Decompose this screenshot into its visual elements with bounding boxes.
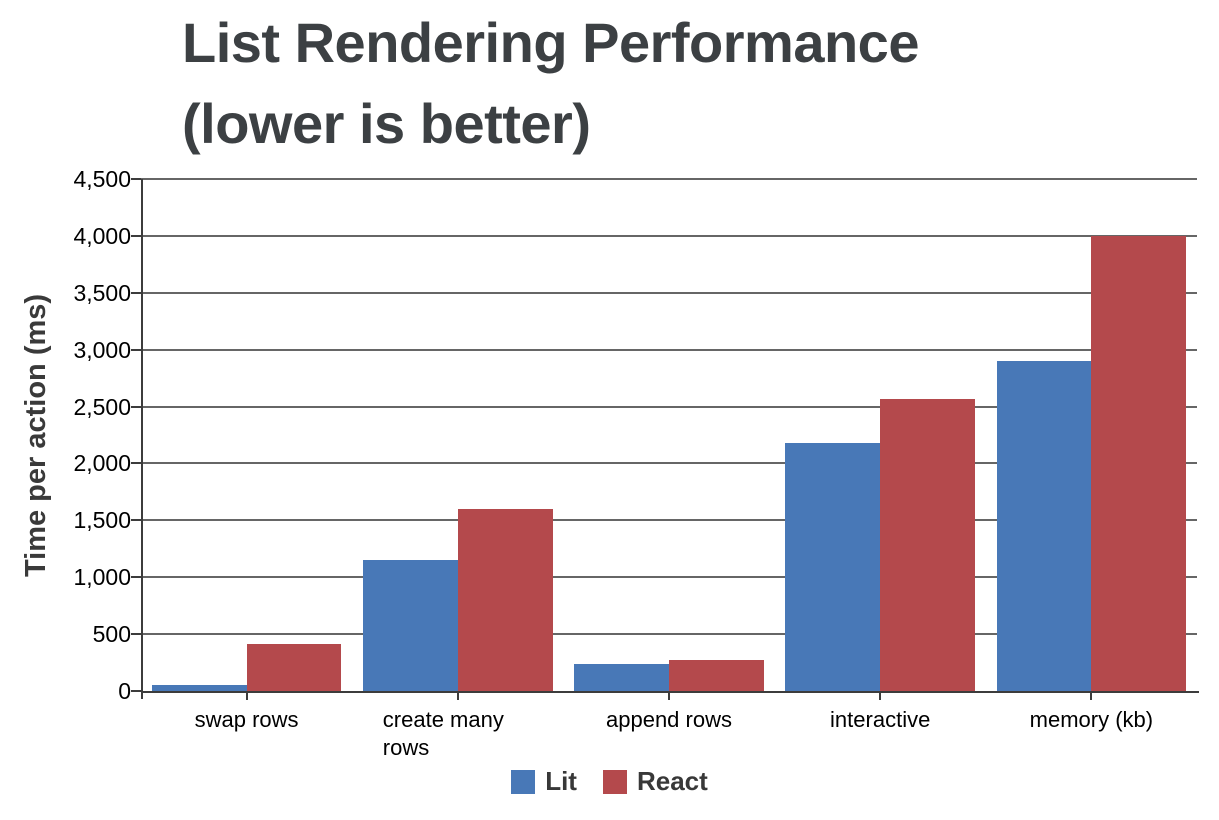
gridline-3000 — [141, 348, 1197, 351]
x-tick-mark-create-many-rows — [456, 691, 459, 700]
y-tick-mark-4500 — [131, 178, 141, 180]
x-tick-mark-swap-rows — [245, 691, 248, 700]
y-tick-mark-3500 — [131, 291, 141, 294]
legend-label-lit: Lit — [545, 766, 577, 796]
bar-lit-append-rows — [574, 663, 669, 691]
x-axis-line — [141, 691, 1199, 693]
gridline-2000 — [141, 462, 1197, 465]
chart-title-line-2: (lower is better) — [182, 92, 591, 155]
y-tick-mark-4000 — [131, 234, 141, 237]
gridline-3500 — [141, 291, 1197, 294]
x-tick-mark-append-rows — [668, 691, 670, 700]
chart-title: List Rendering Performance (lower is bet… — [182, 2, 919, 164]
y-axis-title-wrap: Time per action (ms) — [0, 179, 74, 691]
bar-react-interactive — [880, 398, 976, 691]
y-tick-mark-500 — [131, 633, 141, 636]
x-label-append-rows: append rows — [563, 706, 775, 734]
x-label-text-append-rows: append rows — [606, 707, 732, 732]
y-tick-label-1,000: 1,000 — [73, 564, 131, 591]
y-tick-mark-0 — [131, 690, 141, 692]
gridline-1500 — [141, 519, 1197, 522]
legend-swatch-react — [602, 769, 627, 794]
bar-react-create-many-rows — [457, 508, 553, 691]
gridline-4500 — [141, 178, 1197, 180]
y-tick-mark-1500 — [131, 519, 141, 522]
x-label-text-swap-rows: swap rows — [194, 707, 299, 732]
legend-label-react: React — [636, 766, 708, 796]
y-tick-label-4,000: 4,000 — [73, 222, 131, 249]
x-tick-mark-memory-kb — [1090, 691, 1093, 700]
y-tick-label-2,000: 2,000 — [73, 450, 131, 477]
y-tick-mark-1000 — [131, 576, 141, 579]
x-label-create-many-rows: create many rows — [352, 706, 564, 762]
x-label-text-memory-kb: memory (kb) — [1029, 707, 1154, 732]
bar-lit-memory-kb — [996, 361, 1092, 691]
y-tick-mark-3000 — [131, 348, 141, 351]
bar-react-append-rows — [669, 659, 764, 691]
y-tick-label-3,500: 3,500 — [73, 279, 131, 306]
y-tick-mark-2000 — [131, 462, 141, 465]
gridline-500 — [141, 633, 1197, 636]
chart-title-line-1: List Rendering Performance — [182, 11, 919, 74]
x-label-interactive: interactive — [774, 706, 986, 734]
y-tick-mark-2500 — [131, 405, 141, 408]
legend-item-lit: Lit — [511, 766, 577, 797]
gridline-4000 — [141, 234, 1197, 237]
bar-react-memory-kb — [1091, 235, 1187, 691]
legend-item-react: React — [602, 766, 708, 797]
legend-swatch-lit — [511, 769, 536, 794]
bar-lit-interactive — [785, 442, 881, 691]
y-axis-line — [141, 179, 143, 699]
y-tick-label-2,500: 2,500 — [73, 393, 131, 420]
x-label-text-interactive: interactive — [830, 707, 931, 732]
x-label-text-create-many-rows: create many rows — [382, 707, 504, 760]
legend: Lit React — [0, 766, 1219, 797]
gridline-1000 — [141, 576, 1197, 579]
y-tick-label-4,500: 4,500 — [73, 166, 131, 192]
x-label-memory-kb: memory (kb) — [985, 706, 1197, 734]
y-tick-label-0: 0 — [118, 678, 131, 704]
bar-lit-swap-rows — [151, 685, 247, 691]
gridline-2500 — [141, 405, 1197, 408]
y-tick-label-1,500: 1,500 — [73, 507, 131, 534]
x-tick-mark-interactive — [879, 691, 882, 700]
y-tick-label-3,000: 3,000 — [73, 336, 131, 363]
y-tick-label-500: 500 — [92, 621, 131, 648]
x-label-swap-rows: swap rows — [141, 706, 353, 734]
bar-react-swap-rows — [246, 644, 342, 691]
bar-lit-create-many-rows — [362, 560, 458, 691]
